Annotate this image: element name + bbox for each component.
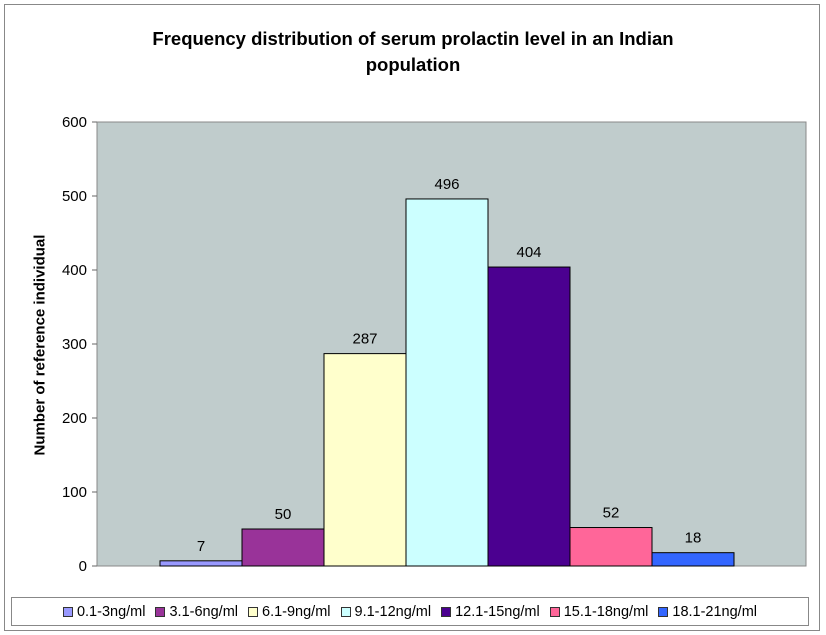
data-label: 404 [516,244,541,261]
legend-swatch [155,606,166,617]
data-label: 7 [197,538,205,555]
bar-0.1-3ng/ml [159,560,243,567]
y-tick-label: 200 [62,410,87,427]
legend-label: 12.1-15ng/ml [455,603,540,620]
legend-label: 15.1-18ng/ml [563,603,649,620]
legend-label: 0.1-3ng/ml [76,603,146,620]
bar-3.1-6ng/ml [241,528,325,567]
chart-title: Frequency distribution of serum prolacti… [0,26,826,78]
legend-item: 0.1-3ng/ml [62,603,146,620]
y-tick-label: 500 [62,188,87,205]
legend-swatch [62,606,73,617]
data-label: 50 [275,506,292,523]
y-tick-label: 100 [62,484,87,501]
title-line-1: Frequency distribution of serum prolacti… [152,28,674,49]
bar-15.1-18ng/ml [569,527,653,567]
data-label: 18 [685,530,702,547]
legend: 0.1-3ng/ml 3.1-6ng/ml 6.1-9ng/ml 9.1-12ng/m… [11,597,809,626]
legend-swatch [658,606,669,617]
legend-item: 12.1-15ng/ml [441,604,540,620]
y-tick-label: 0 [79,558,87,575]
bar-12.1-15ng/ml [487,266,571,567]
legend-swatch [248,606,258,617]
legend-label: 9.1-12ng/ml [354,603,432,620]
legend-label: 6.1-9ng/ml [262,603,331,620]
data-label: 287 [352,331,377,348]
legend-label: 18.1-21ng/ml [672,603,758,620]
legend-swatch [549,606,560,617]
legend-item: 9.1-12ng/ml [340,603,432,620]
legend-item: 15.1-18ng/ml [549,603,649,620]
title-line-2: population [365,54,461,75]
legend-swatch [441,606,452,617]
legend-label: 3.1-6ng/ml [169,603,238,620]
bar-18.1-21ng/ml [651,552,735,567]
legend-swatch [340,606,351,617]
legend-item: 6.1-9ng/ml [248,604,331,620]
bar-6.1-9ng/ml [323,353,407,567]
data-label: 496 [434,176,459,193]
legend-item: 18.1-21ng/ml [658,604,757,620]
legend-item: 3.1-6ng/ml [155,604,238,620]
y-tick-label: 300 [62,336,87,353]
data-label: 52 [603,505,620,522]
bar-9.1-12ng/ml [405,198,489,567]
y-tick-label: 400 [62,262,87,279]
y-tick-label: 600 [62,114,87,131]
